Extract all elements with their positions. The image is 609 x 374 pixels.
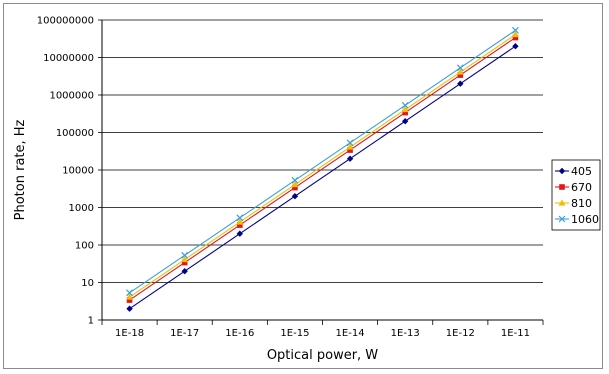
legend-marker	[558, 167, 566, 175]
series-line-810	[129, 34, 516, 298]
data-point-1060	[512, 26, 519, 34]
data-point-670	[181, 259, 188, 266]
series-670	[126, 34, 519, 303]
data-point-810	[291, 180, 299, 188]
x-axis-label: Optical power, W	[267, 348, 378, 363]
legend-item-810: 810	[555, 197, 592, 210]
data-point-1060	[181, 251, 189, 259]
data-point-670	[457, 72, 464, 78]
data-point-670	[512, 34, 519, 41]
data-point-810	[346, 143, 354, 150]
y-tick-label: 1000000	[49, 91, 94, 102]
x-tick-label: 1E-11	[501, 328, 530, 339]
legend-item-670: 670	[555, 181, 592, 194]
y-tick-label: 10000000	[43, 53, 94, 64]
data-point-405	[291, 193, 299, 200]
data-point-405	[346, 155, 354, 162]
data-point-1060	[456, 64, 464, 72]
data-point-670	[292, 184, 298, 191]
y-axis-label: Photon rate, Hz	[13, 119, 28, 220]
data-point-810	[512, 30, 519, 38]
series-line-405	[129, 45, 516, 310]
y-tick-labels: 1 10 100 1000 10000 100000 1000000 10000000 1000…	[37, 16, 94, 327]
x-tick-labels: 1E-18 1E-17 1E-16 1E-15 1E-14 1E-13 1E-12 1E-11	[115, 328, 530, 339]
y-tick-label: 100000	[56, 128, 94, 139]
data-point-670	[347, 147, 353, 153]
legend-label: 1060	[571, 213, 599, 226]
data-point-405	[401, 118, 409, 125]
legend-item-405: 405	[555, 165, 592, 178]
data-point-810	[126, 293, 133, 300]
x-tick-label: 1E-17	[170, 328, 199, 339]
x-tick-label: 1E-14	[336, 328, 365, 339]
data-point-405	[512, 43, 519, 50]
data-point-405	[457, 80, 464, 87]
data-point-670	[402, 109, 408, 116]
x-tick-label: 1E-12	[446, 328, 475, 339]
data-point-1060	[346, 139, 354, 147]
y-tick-label: 100	[75, 241, 94, 252]
x-tick-label: 1E-18	[115, 328, 144, 339]
series-405	[126, 43, 519, 312]
series-group	[126, 26, 519, 312]
data-point-1060	[236, 214, 244, 222]
x-tick-label: 1E-15	[280, 328, 309, 339]
y-tick-label: 10000	[62, 166, 94, 177]
series-1060	[126, 26, 519, 297]
data-point-810	[401, 105, 409, 113]
legend-label: 810	[571, 197, 592, 210]
x-tick-label: 1E-16	[225, 328, 254, 339]
data-point-810	[236, 218, 244, 225]
data-point-1060	[291, 176, 299, 184]
legend: 405 670 810 1060	[551, 159, 601, 231]
legend-label: 405	[571, 165, 592, 178]
series-line-670	[129, 37, 516, 301]
legend-marker	[558, 199, 566, 206]
y-tick-label: 100000000	[37, 16, 94, 27]
series-810	[126, 30, 519, 300]
axes	[98, 19, 544, 325]
y-tick-label: 1000	[69, 203, 94, 214]
legend-item-1060: 1060	[555, 213, 599, 226]
data-point-405	[181, 268, 188, 275]
data-point-1060	[401, 101, 409, 109]
series-line-1060	[129, 29, 516, 294]
data-point-405	[236, 230, 244, 237]
data-point-405	[126, 305, 133, 312]
legend-marker	[558, 215, 566, 223]
legend-label: 670	[571, 181, 592, 194]
legend-marker	[559, 184, 565, 190]
data-point-670	[126, 297, 133, 303]
data-point-810	[181, 255, 189, 263]
x-tick-label: 1E-13	[391, 328, 420, 339]
grid-lines	[102, 19, 543, 283]
chart-frame	[3, 3, 603, 369]
data-point-1060	[126, 289, 133, 297]
data-point-670	[237, 222, 243, 228]
y-tick-label: 10	[81, 278, 94, 289]
data-point-810	[456, 68, 464, 75]
y-tick-label: 1	[88, 316, 94, 327]
